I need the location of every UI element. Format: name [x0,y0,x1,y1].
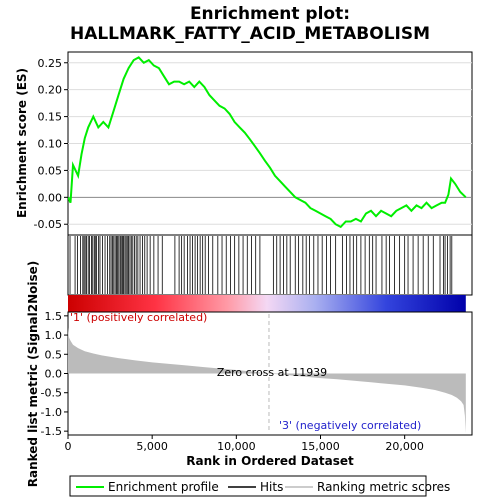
es-panel: -0.05 0.00 0.05 0.10 0.15 0.20 0.25 Enrichment… [15,51,473,236]
metric-y-tick-label: -1.0 [41,406,62,419]
es-y-tick-label: -0.05 [34,218,62,231]
x-tick-label: 20,000 [385,440,424,453]
metric-y-axis-label: Ranked list metric (Signal2Noise) [26,261,40,488]
es-y-tick-label: 0.15 [38,111,63,124]
metric-y-tick-label: 1.5 [45,310,63,323]
es-y-ticks: -0.05 0.00 0.05 0.10 0.15 0.20 0.25 [34,57,68,231]
legend-label: Enrichment profile [108,480,219,494]
hit-lines [69,236,453,294]
enrichment-profile-line [68,56,467,229]
metric-panel: -1.5 -1.0 -0.5 0.0 0.5 1.0 1.5 0 5,000 10,000 15,… [26,261,473,488]
zero-cross-label: Zero cross at 11939 [217,366,327,379]
chart-title-line2: HALLMARK_FATTY_ACID_METABOLISM [70,24,430,44]
es-y-tick-label: 0.20 [38,84,63,97]
x-axis-label: Rank in Ordered Dataset [186,454,354,468]
legend-label: Hits [260,480,283,494]
hits-panel [67,234,473,296]
metric-y-tick-label: 0.5 [45,348,63,361]
metric-y-tick-label: 0.0 [45,368,63,381]
metric-y-tick-label: 1.0 [45,329,63,342]
metric-y-tick-label: -1.5 [41,425,62,438]
metric-y-ticks: -1.5 -1.0 -0.5 0.0 0.5 1.0 1.5 [41,310,68,438]
legend: Enrichment profile Hits Ranking metric sco… [69,475,450,497]
ranking-metric-area [68,327,466,434]
legend-frame [69,475,427,497]
x-tick-label: 15,000 [301,440,340,453]
x-tick-label: 0 [65,440,72,453]
es-grid [68,62,472,225]
es-y-tick-label: 0.10 [38,138,63,151]
negative-correlation-label: '3' (negatively correlated) [279,419,421,432]
positive-correlation-label: '1' (positively correlated) [70,311,207,324]
x-tick-label: 5,000 [136,440,168,453]
legend-label: Ranking metric scores [317,480,450,494]
es-y-tick-label: 0.00 [38,191,63,204]
metric-y-tick-label: -0.5 [41,387,62,400]
x-tick-label: 10,000 [217,440,256,453]
chart-title-line1: Enrichment plot: [190,4,350,24]
es-y-axis-label: Enrichment score (ES) [15,68,29,218]
es-y-tick-label: 0.05 [38,164,63,177]
es-y-tick-label: 0.25 [38,57,63,70]
rank-color-bar [68,295,466,312]
metric-x-ticks: 0 5,000 10,000 15,000 20,000 [65,435,424,453]
